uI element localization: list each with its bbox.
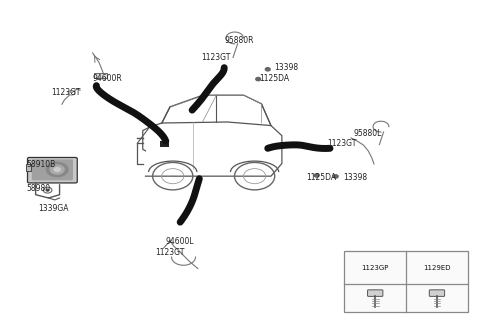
Circle shape <box>256 77 261 81</box>
Text: 94600R: 94600R <box>93 74 122 83</box>
Text: 1339GA: 1339GA <box>38 204 69 213</box>
Text: 94600L: 94600L <box>166 237 194 246</box>
Bar <box>344 251 468 312</box>
Circle shape <box>265 68 270 71</box>
Text: 95880R: 95880R <box>225 36 254 45</box>
Text: 58980: 58980 <box>26 184 50 193</box>
Text: 1123GT: 1123GT <box>201 53 230 62</box>
FancyBboxPatch shape <box>368 290 383 297</box>
Circle shape <box>49 164 65 175</box>
Bar <box>26 164 31 171</box>
Bar <box>160 141 169 147</box>
Text: 1125DA: 1125DA <box>306 173 336 182</box>
Circle shape <box>53 167 61 172</box>
Text: 58910B: 58910B <box>26 160 55 169</box>
Text: 13398: 13398 <box>343 173 367 182</box>
FancyBboxPatch shape <box>27 157 77 183</box>
Text: 1123GT: 1123GT <box>51 88 80 97</box>
Circle shape <box>333 175 338 178</box>
Text: 1123GT: 1123GT <box>155 248 184 257</box>
FancyBboxPatch shape <box>429 290 444 297</box>
Text: 1123GT: 1123GT <box>327 139 357 148</box>
Text: 1129ED: 1129ED <box>423 265 451 271</box>
Text: 1125DA: 1125DA <box>259 74 289 83</box>
Text: 1123GP: 1123GP <box>361 265 389 271</box>
Circle shape <box>314 174 319 177</box>
Bar <box>94 72 108 78</box>
FancyBboxPatch shape <box>32 159 73 180</box>
Circle shape <box>46 162 69 177</box>
Circle shape <box>46 189 49 191</box>
Text: 13398: 13398 <box>275 63 299 72</box>
Text: 95880L: 95880L <box>354 130 382 138</box>
